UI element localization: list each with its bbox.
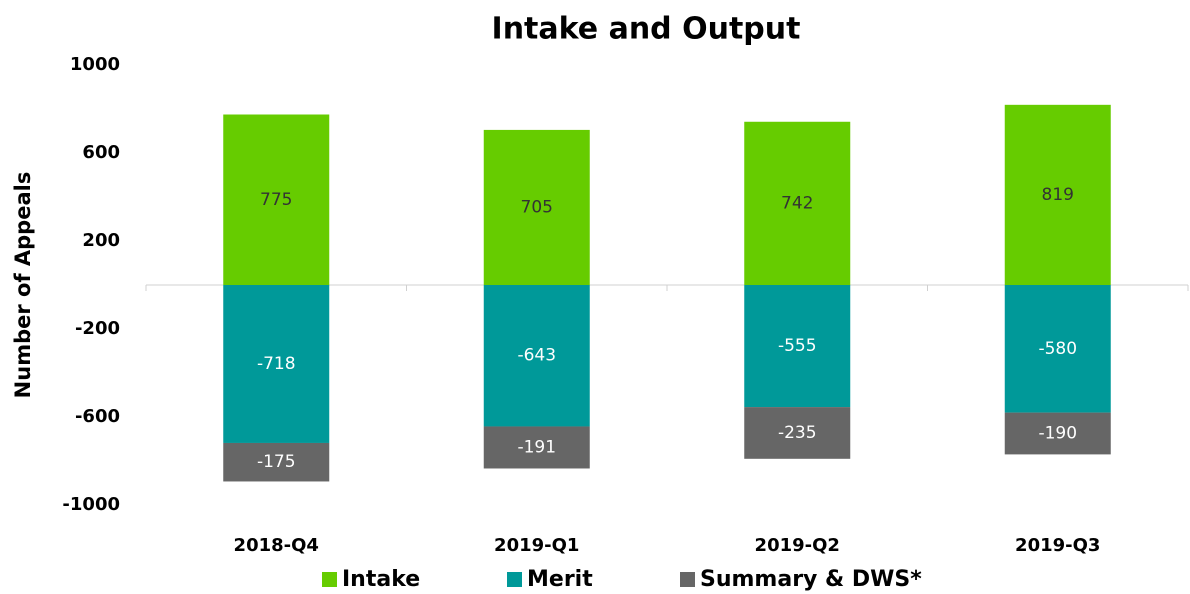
bar-segment — [1004, 412, 1111, 455]
y-axis-label: Number of Appeals — [11, 172, 35, 399]
bar-segment — [1004, 104, 1111, 285]
legend-swatch — [507, 572, 522, 587]
x-tick-label: 2019-Q1 — [494, 535, 579, 556]
bar-segment — [744, 285, 851, 408]
x-tick-label: 2019-Q3 — [1015, 535, 1100, 556]
chart-title: Intake and Output — [492, 12, 801, 47]
bar-segment — [223, 442, 330, 482]
y-tick-label: 200 — [82, 230, 120, 251]
bar-segment — [223, 285, 330, 443]
data-label: -555 — [778, 336, 817, 356]
legend-swatch — [680, 572, 695, 587]
legend-label: Intake — [342, 567, 420, 592]
data-label: 705 — [521, 197, 553, 217]
y-tick-label: -1000 — [62, 494, 120, 515]
data-label: -191 — [517, 437, 556, 457]
data-label: 819 — [1042, 185, 1074, 205]
legend-swatch — [322, 572, 337, 587]
data-label: 775 — [260, 190, 292, 210]
bar-segment — [483, 129, 590, 285]
data-label: -235 — [778, 423, 817, 443]
legend-label: Summary & DWS* — [700, 567, 922, 592]
x-tick-label: 2019-Q2 — [755, 535, 840, 556]
data-label: -718 — [257, 354, 296, 374]
data-label: 742 — [781, 193, 813, 213]
data-label: -580 — [1038, 339, 1077, 359]
bar-segment — [223, 114, 330, 285]
data-label: -175 — [257, 452, 296, 472]
y-tick-label: -600 — [75, 406, 120, 427]
data-label: -643 — [517, 346, 556, 366]
legend-label: Merit — [527, 567, 593, 592]
bar-segment — [483, 285, 590, 427]
bar-segment — [483, 426, 590, 469]
bar-segment — [744, 407, 851, 459]
y-tick-label: 1000 — [70, 54, 120, 75]
y-tick-label: -200 — [75, 318, 120, 339]
y-tick-label: 600 — [82, 142, 120, 163]
bar-segment — [1004, 285, 1111, 413]
x-tick-label: 2018-Q4 — [234, 535, 319, 556]
bar-segment — [744, 121, 851, 285]
data-label: -190 — [1038, 424, 1077, 444]
